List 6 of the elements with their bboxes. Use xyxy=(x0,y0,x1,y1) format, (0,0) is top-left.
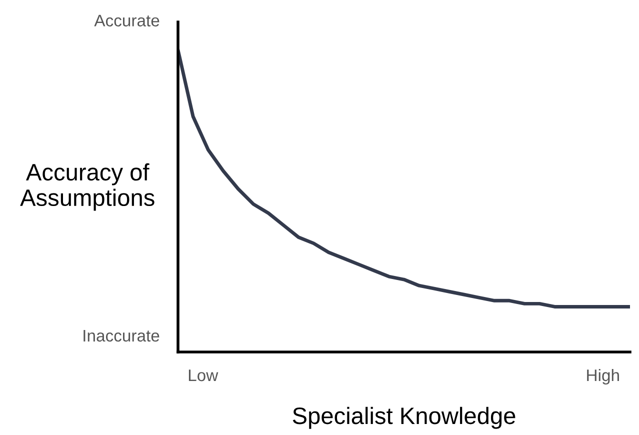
y-axis-title: Accuracy of Assumptions xyxy=(20,163,154,211)
text: Accurate xyxy=(94,14,160,26)
text: Low xyxy=(188,370,218,382)
x-axis-title: Specialist Knowledge xyxy=(292,406,516,429)
text: Inaccurate xyxy=(84,330,160,342)
text: High xyxy=(587,368,619,385)
